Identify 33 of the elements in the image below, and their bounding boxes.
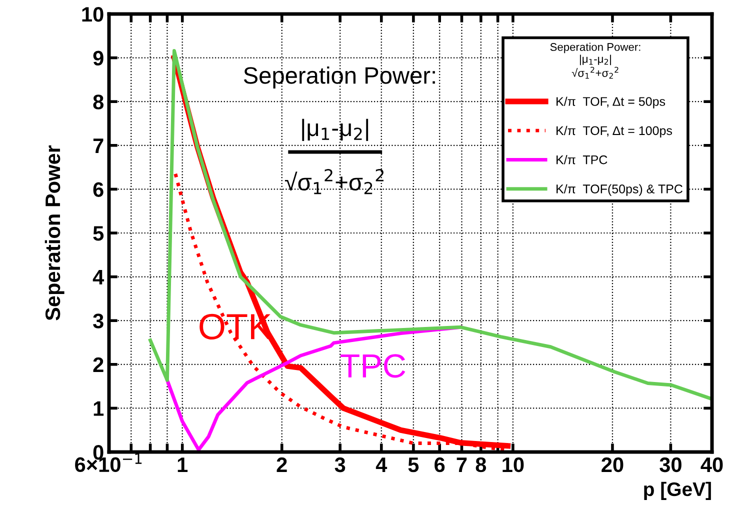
- x-tick-label: 2: [276, 457, 287, 472]
- y-tick-label: 3: [93, 314, 104, 328]
- legend-label: K/π TOF(50ps) & TPC: [556, 184, 682, 196]
- y-tick-label: 6: [93, 182, 104, 197]
- x-tick-label: 8: [476, 457, 486, 472]
- x-tick-label: 3: [334, 457, 346, 472]
- legend-label: K/π TOF, Δt = 50ps: [556, 96, 666, 108]
- legend-label: K/π TPC: [556, 155, 608, 164]
- x-tick-label: 5: [408, 458, 419, 472]
- annotation: Seperation Power:: [244, 66, 435, 89]
- annotation: TPC: [340, 354, 406, 378]
- y-tick-label: 9: [93, 50, 104, 66]
- y-axis-title: Seperation Power: [44, 145, 64, 320]
- legend-label: K/π TOF, Δt = 100ps: [556, 126, 672, 138]
- y-tick-label: 1: [94, 401, 104, 416]
- x-tick-label: 30: [660, 457, 682, 472]
- y-tick-label: 8: [93, 94, 104, 110]
- x-tick-label: 40: [700, 457, 723, 472]
- y-tick-label: 2: [93, 357, 104, 372]
- x-axis-title: p [GeV]: [644, 482, 711, 500]
- annotation: |μ$_{1}$-μ$_{2}$|: [302, 118, 368, 141]
- y-tick-label: 10: [82, 7, 104, 22]
- x-tick-label: 20: [602, 457, 624, 472]
- x-tick-label: 1: [178, 458, 188, 472]
- x-tick-label: 6: [434, 457, 445, 472]
- y-tick-label: 5: [93, 226, 104, 241]
- x-tick-label: 10: [502, 457, 524, 472]
- y-tick-label: 7: [93, 138, 104, 153]
- annotation: √σ$_{1}$$^{2}$+σ$_{2}$$^{2}$: [284, 168, 384, 194]
- text: Seperation Power: |μ$_{1}$-μ$_{2}$| √σ$_{1}$$^{2}$+σ$_{2}$$^{2}$: [550, 42, 640, 79]
- y-tick-label: 4: [92, 270, 104, 284]
- x-tick-label: 4: [376, 458, 388, 472]
- x-tick-label: 7: [456, 458, 467, 472]
